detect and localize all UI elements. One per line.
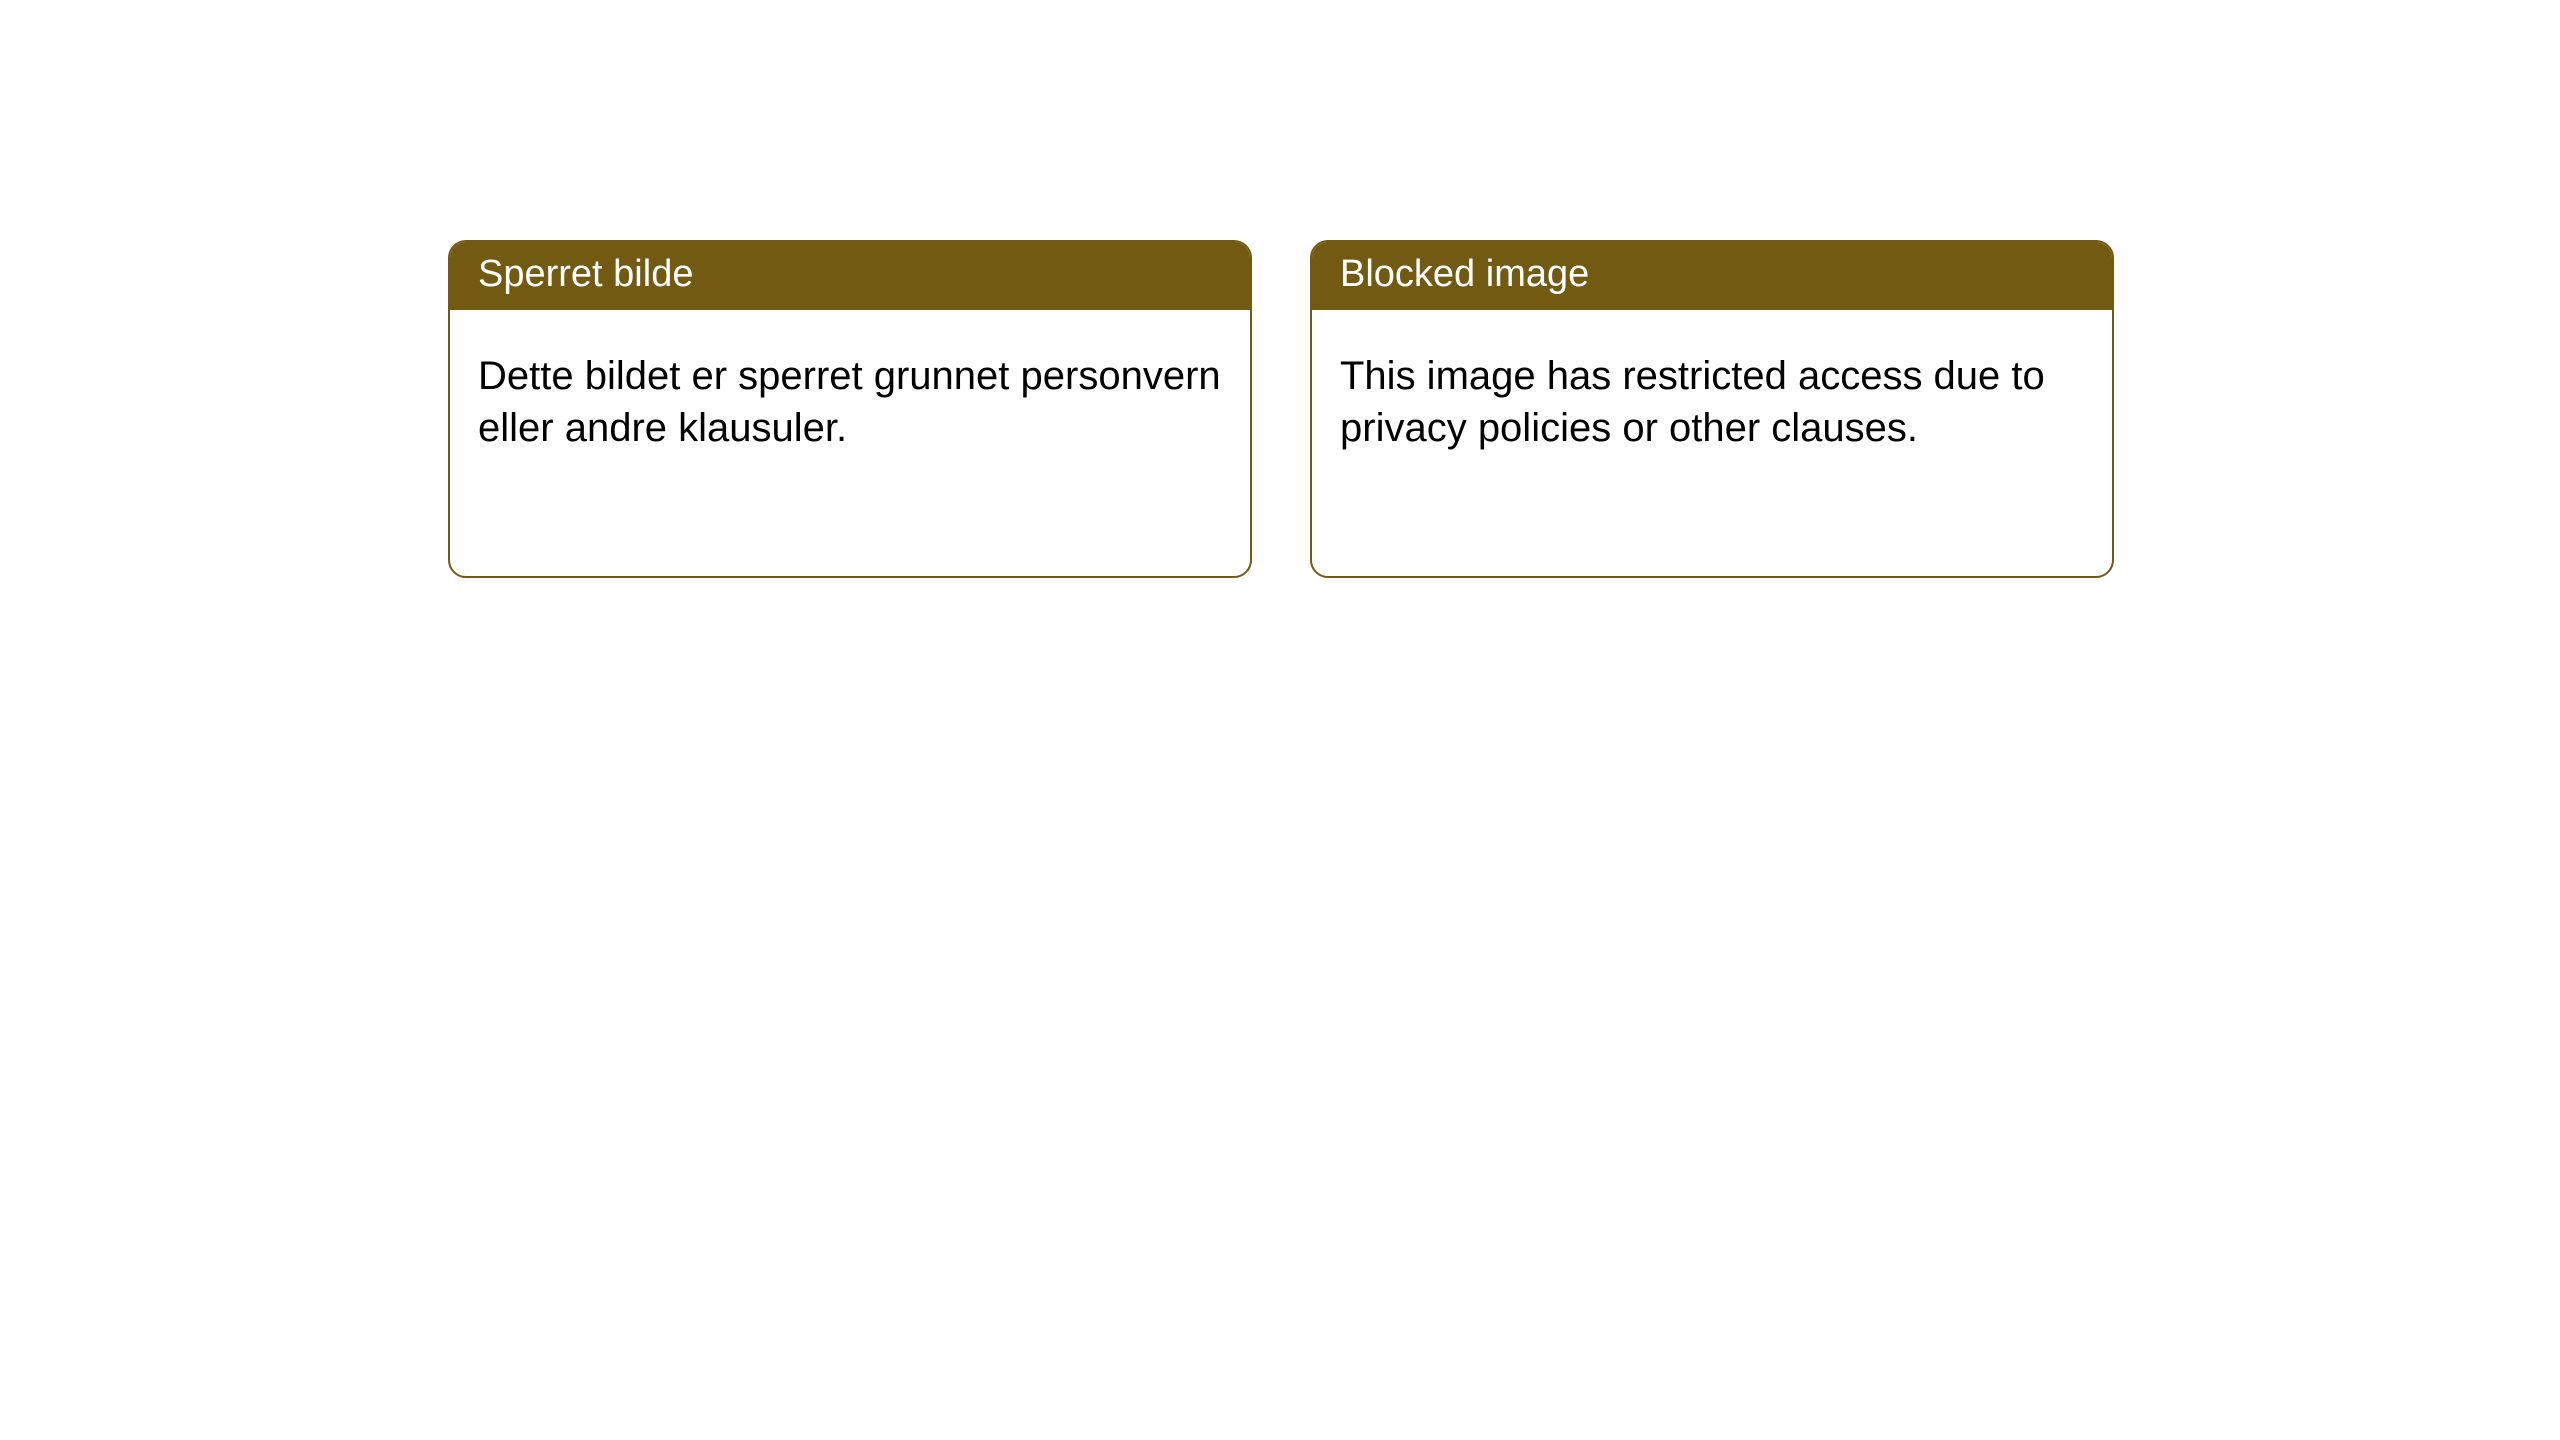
blocked-image-card-en: Blocked image This image has restricted …	[1310, 240, 2114, 578]
card-header-no: Sperret bilde	[450, 242, 1250, 310]
card-body-no: Dette bildet er sperret grunnet personve…	[450, 310, 1250, 482]
card-header-en: Blocked image	[1312, 242, 2112, 310]
blocked-image-card-no: Sperret bilde Dette bildet er sperret gr…	[448, 240, 1252, 578]
notice-container: Sperret bilde Dette bildet er sperret gr…	[0, 0, 2560, 578]
card-body-en: This image has restricted access due to …	[1312, 310, 2112, 482]
